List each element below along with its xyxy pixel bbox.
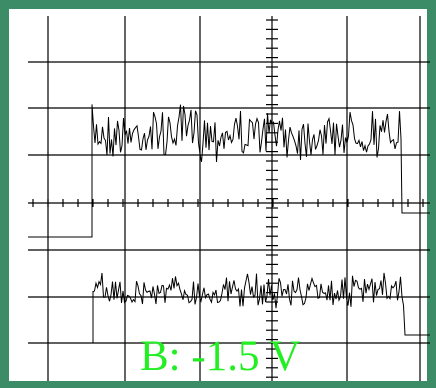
oscilloscope-screen: B: -1.5 V: [0, 0, 436, 388]
screen: [9, 9, 427, 381]
page: {"label": "B: -1.5 V"} B: -1.5 V (() => …: [0, 0, 436, 388]
channel-label: B: -1.5 V: [140, 333, 300, 380]
